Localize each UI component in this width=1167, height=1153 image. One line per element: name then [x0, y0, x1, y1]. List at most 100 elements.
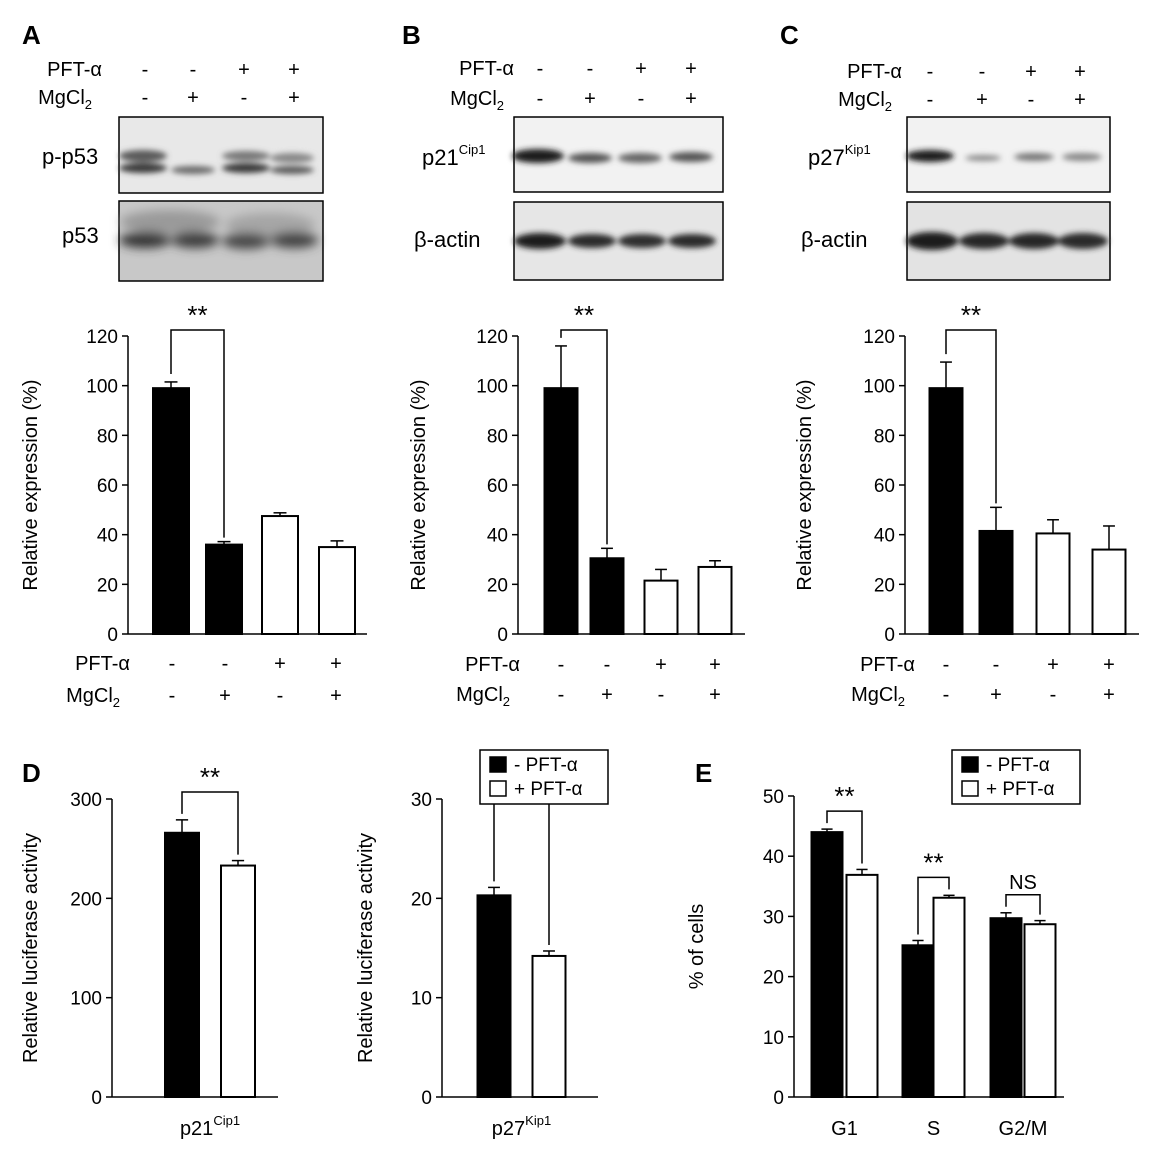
chart-e-y-axis-label: % of cells [686, 904, 708, 990]
blot-a-mgcl2-sign: + [288, 87, 300, 109]
chart-b-mgcl2-sign: - [558, 684, 565, 706]
chart-c-bar [1091, 548, 1127, 635]
blot-c-mgcl2-sign: + [1074, 89, 1086, 111]
chart-e-significance-bracket [1005, 894, 1041, 915]
chart-e: 0 10 20 30 40 50 % of cells G1 ** S ** G2/M NS [686, 781, 1064, 1140]
chart-d2-x-label: p27Kip1 [492, 1113, 551, 1140]
chart-d2-legend-label-minus: - PFT-α [514, 755, 578, 776]
chart-b-bar [589, 557, 625, 636]
blot-a-pft-label: PFT-α [47, 59, 102, 81]
chart-e-bar [845, 873, 879, 1098]
chart-a-y-tick-label: 120 [86, 327, 118, 348]
chart-e-y-tick-label: 10 [763, 1028, 784, 1049]
chart-b-pft-sign: - [558, 654, 565, 676]
chart-a-mgcl2-sign: + [330, 685, 342, 707]
blot-c-pft-sign: - [979, 61, 986, 83]
chart-a-pft-sign: + [274, 653, 286, 675]
chart-e-significance-label: ** [834, 781, 854, 811]
chart-a: 0 20 40 60 80 100 120 Relative expression (%) ** [20, 300, 367, 646]
chart-e-bar [932, 896, 966, 1098]
chart-a-y-tick-label: 20 [97, 575, 118, 596]
blot-c-mgcl2-sign: + [976, 89, 988, 111]
chart-b-mgcl2-label: MgCl2 [456, 684, 510, 709]
blot-a-mgcl2-sign: + [187, 87, 199, 109]
chart-e-significance-label: NS [1009, 872, 1037, 894]
chart-c-y-axis-label: Relative expression (%) [794, 379, 816, 590]
blot-b-top [512, 116, 724, 193]
panel-letter-c: C [780, 20, 799, 50]
chart-e-bar [901, 944, 935, 1099]
chart-e-x-tick-label: G2/M [999, 1118, 1048, 1140]
chart-a-pft-sign: - [169, 653, 176, 675]
chart-e-y-tick-label: 0 [773, 1088, 784, 1109]
panel-letter-d: D [22, 758, 41, 788]
blot-label-p-p53: p-p53 [42, 144, 98, 169]
blot-b-mgcl2-sign: - [638, 88, 645, 110]
chart-c-y-tick-label: 120 [863, 327, 895, 348]
chart-d1-y-tick-label: 0 [91, 1088, 102, 1109]
chart-e-legend-swatch-plus [961, 780, 979, 797]
chart-d2-bar [531, 954, 567, 1098]
chart-a-mgcl2-sign: - [277, 685, 284, 707]
chart-d2-y-tick-label: 10 [411, 989, 432, 1010]
chart-b-bar [697, 565, 733, 636]
chart-c-pft-label: PFT-α [860, 654, 915, 676]
chart-a-bar [261, 515, 299, 636]
chart-d2-bar [476, 894, 512, 1098]
blot-b-mgcl2-sign: + [584, 88, 596, 110]
chart-b-y-tick-label: 40 [487, 526, 508, 547]
blot-b-bottom [513, 201, 724, 281]
chart-b-significance-bracket [560, 329, 608, 545]
blot-label-beta-actin-b: β-actin [414, 227, 480, 252]
chart-c-bar [978, 529, 1014, 635]
blot-b-pft-sign: + [685, 58, 697, 80]
blot-c-pft-label: PFT-α [847, 61, 902, 83]
chart-b-pft-sign: + [709, 654, 721, 676]
chart-c-mgcl2-sign: + [990, 684, 1002, 706]
chart-b-y-tick-label: 20 [487, 575, 508, 596]
chart-c-pft-sign: - [943, 654, 950, 676]
condition-labels: PFT-α MgCl2 - - - + + - + + PFT-α MgCl2 - - - + + - + + PFT-… [38, 58, 1115, 710]
blot-b-mgcl2-label: MgCl2 [450, 88, 504, 113]
chart-e-significance-label: ** [923, 847, 943, 877]
chart-a-significance-bracket [170, 329, 225, 538]
chart-d1-y-axis-label: Relative luciferase activity [20, 833, 42, 1063]
chart-c-y-tick-label: 0 [884, 625, 895, 646]
blot-c-bottom [906, 201, 1111, 281]
chart-b-y-tick-label: 80 [487, 426, 508, 447]
chart-b-y-axis-label: Relative expression (%) [408, 379, 430, 590]
chart-a-y-tick-label: 0 [107, 625, 118, 646]
chart-b-mgcl2-sign: + [601, 684, 613, 706]
chart-e-y-tick-label: 40 [763, 847, 784, 868]
chart-c-significance-bracket [945, 329, 997, 504]
chart-e-legend-label-minus: - PFT-α [986, 755, 1050, 776]
chart-b-y-tick-label: 0 [497, 625, 508, 646]
blot-a-pft-sign: + [238, 59, 250, 81]
chart-b-bar [543, 387, 579, 635]
chart-e-bar [1023, 923, 1057, 1099]
chart-e-legend-label-plus: + PFT-α [986, 779, 1055, 800]
blot-c-top [906, 116, 1111, 193]
chart-b-mgcl2-sign: + [709, 684, 721, 706]
chart-e-x-tick-label: G1 [831, 1118, 858, 1140]
blot-b-mgcl2-sign: - [537, 88, 544, 110]
blot-b-pft-sign: - [587, 58, 594, 80]
chart-d1-y-tick-label: 200 [70, 889, 102, 910]
blot-c-pft-sign: + [1025, 61, 1037, 83]
chart-d1-significance-label: ** [200, 762, 220, 792]
chart-c-pft-sign: + [1047, 654, 1059, 676]
chart-a-pft-sign: + [330, 653, 342, 675]
chart-d2-legend: - PFT-α + PFT-α [479, 749, 609, 805]
chart-b-pft-sign: + [655, 654, 667, 676]
chart-b-mgcl2-sign: - [658, 684, 665, 706]
chart-e-significance-bracket [826, 810, 863, 864]
chart-d1-y-tick-label: 100 [70, 989, 102, 1010]
chart-c-bar [1035, 532, 1071, 635]
blot-a-mgcl2-sign: - [241, 87, 248, 109]
chart-b-pft-label: PFT-α [465, 654, 520, 676]
chart-d2-y-tick-label: 30 [411, 790, 432, 811]
chart-c-pft-sign: + [1103, 654, 1115, 676]
panel-letter-e: E [695, 758, 712, 788]
